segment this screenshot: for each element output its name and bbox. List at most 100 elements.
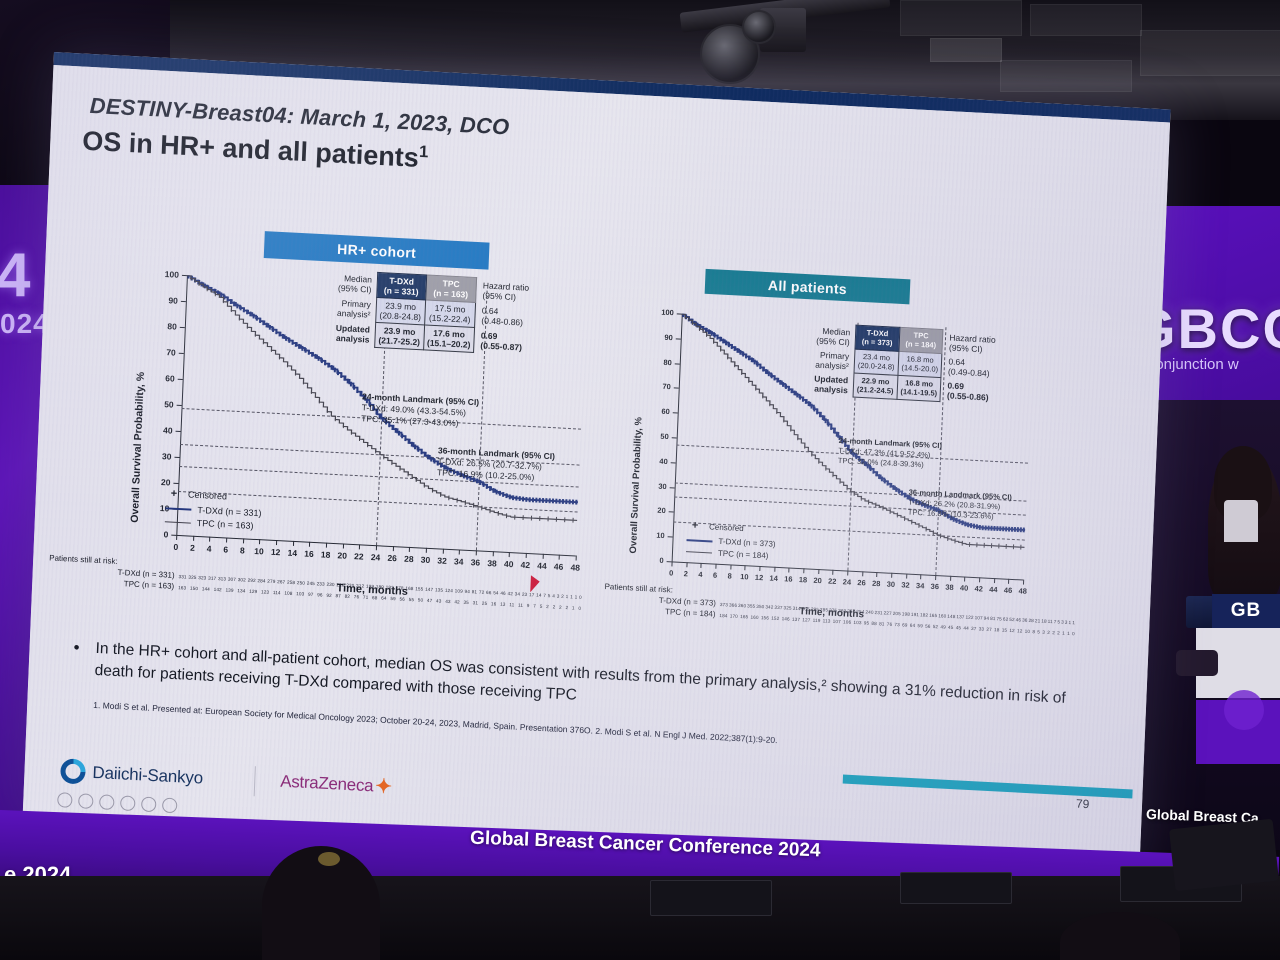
at-risk-value: 183 [385, 584, 394, 591]
censor-plus-icon: + [170, 487, 178, 500]
x-tick [979, 577, 981, 583]
ceiling-tile [900, 0, 1022, 36]
x-tick [949, 575, 951, 581]
x-tick [325, 542, 328, 548]
at-risk-value: 94 [464, 588, 471, 595]
at-risk-value: 355 [747, 603, 756, 609]
at-risk-value: 257 [847, 608, 856, 614]
social-icon [78, 793, 94, 809]
at-risk-value: 43 [445, 598, 451, 605]
x-tick [817, 568, 820, 575]
audience-head [1060, 912, 1180, 960]
at-risk-value: 75 [996, 616, 1003, 622]
censor-plus-icon: + [691, 519, 699, 532]
at-risk-value: 267 [277, 579, 286, 585]
at-risk-value: 37 [971, 625, 977, 632]
at-risk-value: 16 [490, 601, 497, 607]
summary-table-all-patients: Median (95% CI) T-DXd (n = 373) TPC (n = 184)… [811, 322, 999, 405]
at-risk-value: 49 [940, 624, 946, 630]
legend-swatch-tpc [686, 550, 713, 554]
at-risk-value: 45 [955, 625, 962, 631]
ceiling-tile [1000, 60, 1132, 92]
page-number: 79 [1075, 796, 1090, 812]
at-risk-value: 52 [932, 623, 939, 630]
table-col-header-tpc: TPC (n = 163) [425, 274, 477, 303]
at-risk-value: 135 [434, 587, 444, 593]
plot-area-left: 0 2 4 6 8 10 12 14 16 18 20 22 24 26 28 30 32 34 36 38 40 42 4… [160, 269, 586, 573]
social-icon [57, 792, 73, 808]
at-risk-value: 160 [750, 614, 759, 620]
at-risk-value: 50 [417, 597, 424, 603]
at-risk-value: 23 [521, 591, 528, 598]
y-tick-label: 70 [166, 347, 176, 358]
at-risk-value: 337 [774, 604, 783, 611]
at-risk-value: 11 [509, 602, 515, 608]
x-tick [759, 565, 761, 572]
at-risk-value: 71 [362, 594, 369, 600]
x-tick [359, 544, 361, 550]
x-tick-label: 16 [304, 548, 314, 559]
at-risk-value: 170 [729, 613, 739, 619]
at-risk-value: 156 [760, 615, 770, 621]
x-tick [861, 571, 864, 577]
x-tick [459, 549, 461, 555]
x-tick-label: 34 [453, 556, 464, 567]
x-tick [803, 568, 805, 574]
table-cell-tpc: 17.5 mo (15.2-22.4) [424, 299, 476, 328]
astrazeneca-mark-icon: ✦ [374, 775, 393, 799]
table-col-header-tpc: TPC (n = 184) [898, 327, 944, 354]
wall-text-bottom: 024 [0, 308, 50, 339]
social-icon [98, 794, 115, 811]
panel-label-hr-cohort: HR+ cohort [263, 231, 490, 270]
desk-monitor [900, 872, 1012, 904]
at-risk-value: 1 [1067, 630, 1070, 637]
at-risk-value: 114 [272, 589, 281, 596]
at-risk-value: 275 [828, 607, 838, 614]
table-cell-hazard: 0.69 (0.55-0.86) [946, 379, 989, 403]
at-risk-value: 0 [1071, 631, 1075, 637]
at-risk-value: 9 [526, 603, 530, 609]
x-tick [392, 546, 394, 552]
bullet-text: In the HR+ cohort and all-patient cohort… [94, 639, 1067, 707]
at-risk-value: 36 [1022, 617, 1028, 623]
at-risk-value: 1 [1072, 620, 1076, 626]
at-risk-value: 302 [237, 577, 246, 583]
at-risk-value: 323 [198, 575, 207, 581]
chart-hr-cohort: Overall Survival Probability, % 0 2 4 6 8 10 1… [122, 264, 635, 619]
at-risk-value: 25 [481, 600, 488, 606]
at-risk-value: 285 [819, 607, 829, 613]
table-col-header-hazard: Hazard ratio (95% CI) [482, 280, 530, 303]
mouse-cursor-arrow[interactable] [530, 575, 540, 593]
at-risk-value: 205 [892, 610, 901, 617]
x-tick [832, 569, 834, 575]
at-risk-value: 231 [874, 609, 883, 616]
at-risk-value: 31 [472, 600, 479, 606]
at-risk-value: 313 [217, 576, 227, 582]
at-risk-value: 139 [225, 587, 234, 593]
at-risk-value: 69 [902, 622, 908, 628]
at-risk-value: 55 [408, 596, 415, 603]
x-tick [209, 536, 211, 542]
y-tick-label: 50 [660, 431, 669, 442]
at-risk-value: 1 [570, 594, 573, 600]
at-risk-value: 342 [765, 604, 774, 610]
km-curves [185, 275, 579, 523]
x-tick [425, 547, 427, 553]
y-tick-label: 100 [661, 307, 675, 318]
at-risk-value: 7 [1053, 619, 1057, 625]
y-tick-label: 60 [661, 406, 670, 417]
at-risk-value: 72 [478, 589, 485, 595]
at-risk-value: 5 [547, 593, 551, 599]
y-tick-label: 60 [165, 373, 175, 384]
x-tick [905, 573, 907, 579]
at-risk-value: 168 [405, 585, 414, 592]
at-risk-value: 129 [249, 588, 258, 595]
x-tick [309, 541, 311, 547]
at-risk-value: 73 [894, 621, 901, 628]
x-tick [275, 540, 278, 546]
at-risk-value: 27 [986, 626, 992, 632]
table-cell-tdxd: 23.9 mo (21.7-25.2) [374, 322, 425, 350]
at-risk-value: 150 [189, 585, 199, 592]
x-tick [292, 540, 294, 546]
